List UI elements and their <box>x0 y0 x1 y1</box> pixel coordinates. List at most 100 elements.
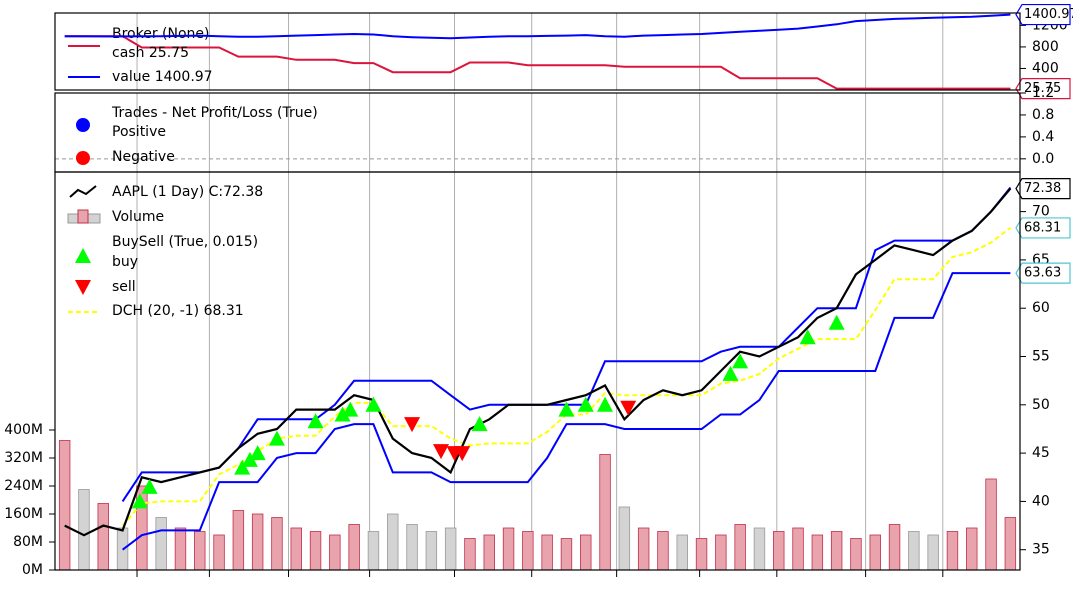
panel-frame <box>54 12 1021 91</box>
line <box>64 13 1011 40</box>
volume-bar <box>695 538 708 571</box>
sell-marker <box>620 400 637 416</box>
buy-marker <box>249 445 266 461</box>
volume-bar <box>271 517 283 571</box>
volume-bar <box>1004 517 1017 571</box>
y-tick-label: 60 <box>1032 300 1050 316</box>
volume-bar <box>753 527 766 571</box>
buy-marker <box>828 314 845 330</box>
y-tick-label: 40 <box>1032 493 1050 509</box>
value-tag-label: 68.31 <box>1024 220 1061 235</box>
volume-bar <box>869 534 881 571</box>
volume-bar <box>348 524 360 571</box>
volume-bar <box>657 531 669 571</box>
y-tick-label: 0.4 <box>1032 129 1054 145</box>
buy-marker <box>342 401 359 417</box>
value-tag <box>1015 217 1071 239</box>
volume-bar <box>309 531 322 571</box>
y-tick-label: 45 <box>1032 445 1050 461</box>
dch-mid <box>121 227 1012 527</box>
sell-marker <box>433 444 449 460</box>
legend-label: Negative <box>112 149 175 165</box>
buy-marker <box>268 430 285 446</box>
buy-marker <box>234 459 251 475</box>
volume-bar <box>618 506 631 571</box>
volume-bar <box>329 534 341 571</box>
value-tag-label: 72.38 <box>1024 181 1061 196</box>
volume-bar <box>966 527 978 571</box>
y-tick-label: 400M <box>4 422 43 438</box>
volume-bar <box>792 527 804 571</box>
volume-bar <box>78 489 90 571</box>
sell-marker <box>454 446 471 462</box>
buy-marker <box>558 401 575 417</box>
buy-marker <box>334 406 351 422</box>
legend-swatch <box>75 248 91 263</box>
volume-bar <box>155 517 167 571</box>
y-tick-label: 400 <box>1032 60 1059 76</box>
volume-bar <box>734 524 746 571</box>
y-tick-label: 240M <box>4 478 43 494</box>
buy-marker <box>241 451 258 467</box>
volume-bar <box>522 531 534 571</box>
volume-bar <box>580 534 592 571</box>
volume-bar <box>290 527 302 571</box>
volume-bar <box>830 531 843 571</box>
value-tag <box>1015 78 1071 100</box>
buy-marker <box>471 416 488 432</box>
volume-bar <box>367 531 380 571</box>
volume-bar <box>502 527 515 571</box>
volume-bar <box>927 534 939 571</box>
volume-bar <box>637 527 650 571</box>
volume-bar <box>908 531 920 571</box>
y-tick-label: 80M <box>13 534 43 550</box>
legend-swatch <box>76 151 90 165</box>
volume-bar <box>483 534 495 571</box>
buy-marker <box>365 396 382 412</box>
sell-marker <box>404 417 421 433</box>
legend-label: AAPL (1 Day) C:72.38 <box>112 184 263 200</box>
value-tag <box>1015 3 1071 26</box>
y-tick-label: 320M <box>4 450 43 466</box>
value-tag <box>1015 262 1071 284</box>
y-tick-label: 0M <box>22 562 43 578</box>
value-tag-label: 1400.97 <box>1024 7 1073 22</box>
line <box>64 35 1011 90</box>
volume-bar <box>251 513 264 571</box>
legend-title: Trades - Net Profit/Loss (True) <box>111 105 318 121</box>
volume-bar <box>232 510 245 571</box>
y-tick-label: 800 <box>1032 39 1059 55</box>
legend-title: BuySell (True, 0.015) <box>112 234 258 250</box>
buy-marker <box>577 396 594 412</box>
y-tick-label: 70 <box>1032 204 1050 220</box>
legend-label: cash 25.75 <box>112 45 189 61</box>
legend-swatch <box>75 280 91 295</box>
volume-bar <box>387 513 399 571</box>
legend-label: value 1400.97 <box>112 69 213 85</box>
y-tick-label: 0.8 <box>1032 107 1054 123</box>
volume-bar <box>213 534 225 571</box>
y-tick-label: 160M <box>4 506 43 522</box>
volume-bar <box>946 531 959 571</box>
buy-marker <box>141 478 158 494</box>
volume-bar <box>773 531 785 571</box>
volume-bar <box>58 440 71 571</box>
panel-frame <box>54 171 1021 571</box>
y-tick-label: 50 <box>1032 397 1050 413</box>
y-tick-label: 55 <box>1032 349 1050 365</box>
buy-marker <box>131 493 148 509</box>
dch-lower <box>121 272 1011 551</box>
value-tag <box>1015 178 1071 200</box>
legend-label: Volume <box>112 209 164 225</box>
volume-bar <box>444 527 457 571</box>
value-tag-label: 63.63 <box>1024 266 1061 281</box>
volume-bar <box>888 524 901 571</box>
legend-label: Positive <box>112 124 166 140</box>
buy-marker <box>732 353 749 369</box>
legend-swatch <box>77 209 89 224</box>
y-tick-label: 0.0 <box>1032 151 1054 167</box>
buy-marker <box>799 329 816 345</box>
close-line <box>64 187 1012 537</box>
legend-label: buy <box>112 254 138 270</box>
